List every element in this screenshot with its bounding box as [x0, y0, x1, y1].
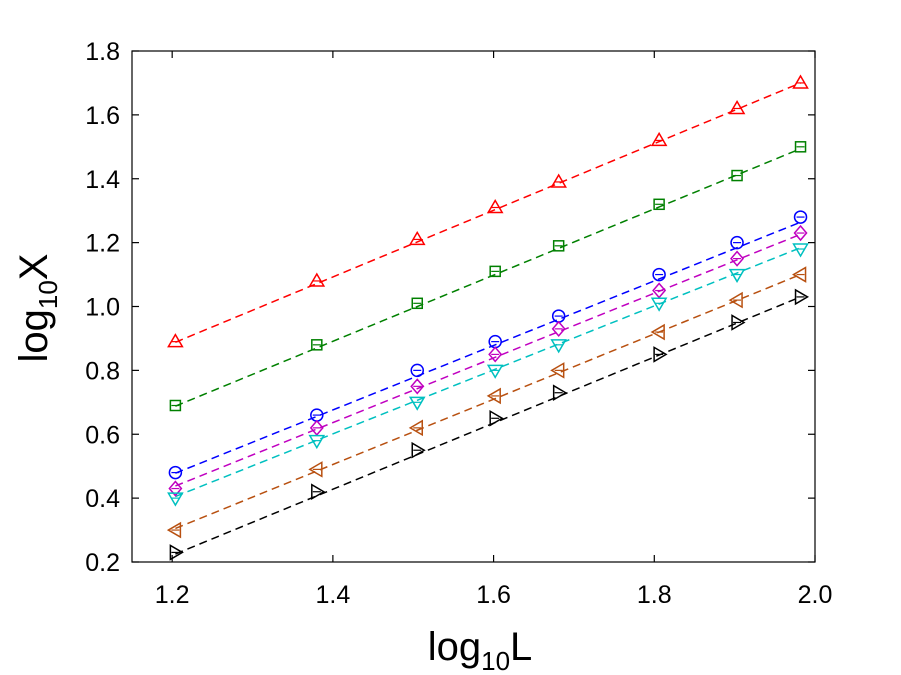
y-tick-label: 1.8 [85, 38, 120, 66]
point-triangle-left [486, 387, 501, 405]
point-triangle-left [166, 521, 182, 539]
point-triangle-down [792, 243, 809, 258]
x-tick-label: 1.8 [637, 581, 672, 609]
y-tick-label: 0.6 [85, 421, 120, 449]
point-triangle-left [650, 323, 665, 341]
point-circle [730, 235, 744, 250]
y-axis-label-sub: 10 [33, 280, 63, 309]
point-square [169, 399, 182, 412]
point-diamond [730, 250, 745, 267]
point-triangle-right [552, 384, 568, 402]
point-triangle-right [653, 346, 668, 363]
point-triangle-up [308, 272, 326, 287]
point-triangle-up [486, 199, 504, 214]
x-tick-label: 1.4 [315, 581, 350, 609]
fit-lines [175, 82, 801, 555]
y-tick-label: 0.4 [85, 485, 120, 513]
data-points [166, 74, 810, 561]
fit-line-blue-circle [175, 221, 801, 474]
point-triangle-left [408, 419, 424, 437]
y-tick-label: 1.6 [85, 102, 120, 130]
x-tick-label: 2.0 [798, 581, 833, 609]
fit-line-brown-triangle-left [175, 273, 801, 530]
point-square [311, 339, 323, 351]
fit-line-cyan-triangle-down [175, 247, 801, 498]
y-tick-label: 1.2 [85, 230, 120, 258]
point-square [489, 265, 501, 278]
point-circle [652, 267, 666, 282]
point-circle [410, 363, 425, 378]
x-axis-label-base: log [428, 625, 481, 669]
point-triangle-up [792, 74, 809, 89]
point-triangle-up [728, 99, 746, 115]
point-diamond [652, 282, 667, 299]
point-diamond [793, 224, 808, 242]
point-triangle-down [308, 434, 326, 450]
point-triangle-down [486, 364, 504, 379]
point-triangle-up [167, 333, 184, 348]
fit-line-green-square [175, 148, 801, 407]
point-triangle-down [650, 297, 668, 312]
point-square [731, 169, 743, 182]
x-axis-label: log10L [428, 625, 533, 675]
point-triangle-left [728, 291, 743, 309]
point-triangle-left [792, 266, 807, 283]
point-triangle-up [550, 173, 567, 188]
y-axis-label: log10X [12, 254, 63, 363]
x-tick-label: 1.2 [155, 581, 190, 609]
x-axis-label-var: L [510, 625, 532, 669]
plot-frame [131, 50, 816, 563]
point-triangle-right [731, 314, 746, 331]
point-triangle-down [167, 492, 184, 507]
point-diamond [309, 419, 324, 437]
point-triangle-right [489, 409, 504, 427]
point-triangle-down [550, 339, 567, 354]
y-axis: 0.2 0.4 0.6 0.8 1.0 1.2 1.4 1.6 1.8 [85, 38, 815, 577]
x-axis: 1.2 1.4 1.6 1.8 2.0 [155, 51, 833, 609]
point-triangle-left [550, 362, 565, 379]
y-tick-label: 1.0 [85, 294, 120, 322]
point-diamond [168, 480, 183, 497]
point-triangle-left [308, 461, 323, 478]
y-tick-label: 1.4 [85, 166, 120, 194]
point-triangle-right [169, 544, 184, 561]
point-triangle-right [311, 483, 326, 501]
point-square [653, 198, 665, 211]
fit-line-black-triangle-right [175, 296, 801, 555]
point-circle [168, 465, 183, 480]
point-square [411, 297, 424, 310]
point-triangle-up [408, 230, 426, 246]
y-tick-label: 0.2 [85, 549, 120, 577]
point-diamond [488, 346, 503, 363]
point-triangle-right [411, 441, 426, 459]
y-axis-label-base: log [12, 309, 56, 362]
point-triangle-right [794, 288, 810, 306]
point-circle [793, 210, 808, 224]
point-diamond [410, 378, 425, 395]
point-triangle-down [728, 268, 746, 284]
x-tick-label: 1.6 [476, 581, 511, 609]
y-axis-label-var: X [12, 254, 56, 281]
point-diamond [551, 320, 566, 338]
fit-line-magenta-diamond [175, 233, 801, 487]
y-tick-label: 0.8 [85, 357, 120, 385]
x-axis-label-sub: 10 [481, 646, 510, 675]
point-triangle-up [650, 131, 668, 147]
point-triangle-down [408, 396, 426, 411]
point-square [794, 141, 807, 153]
point-square [552, 240, 565, 252]
